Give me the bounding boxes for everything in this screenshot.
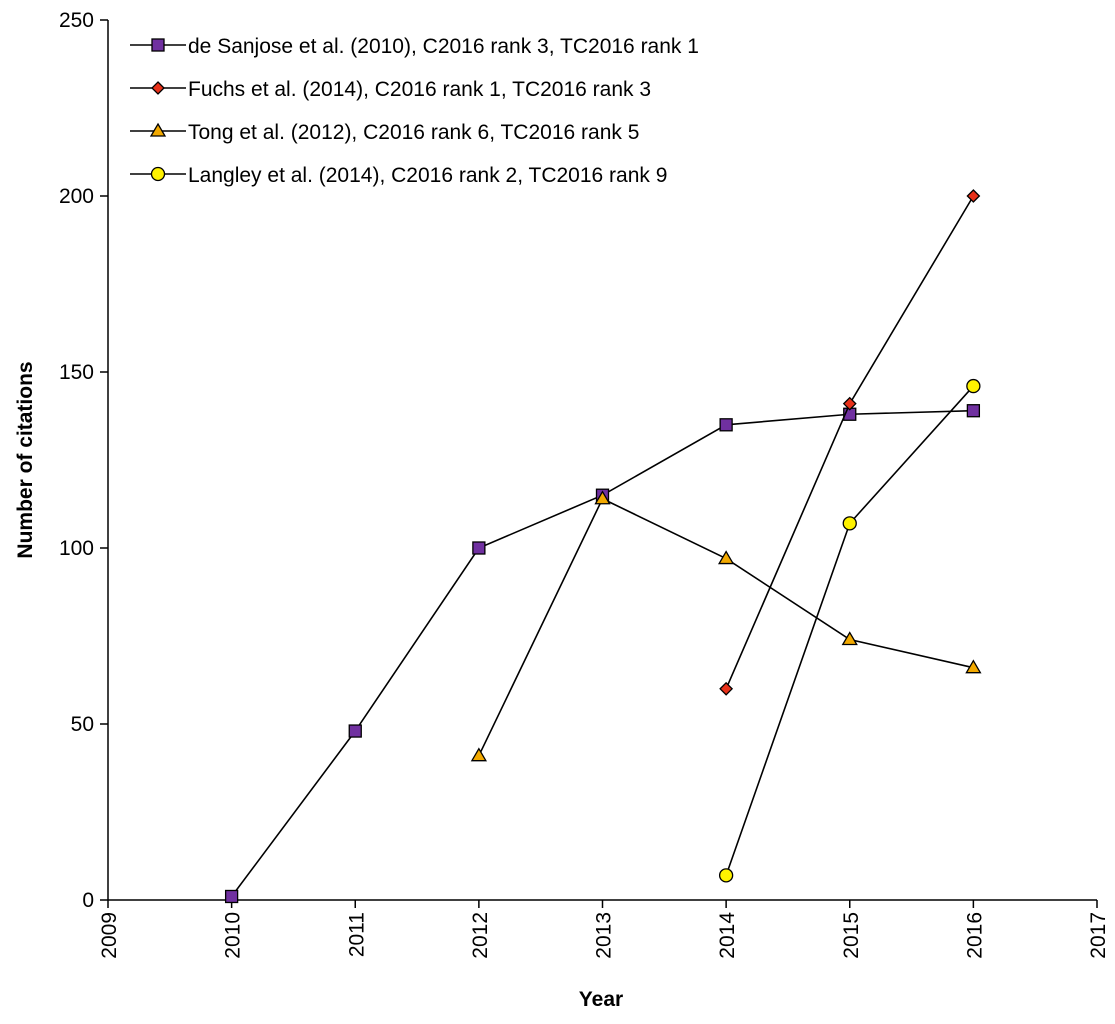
x-axis-title: Year xyxy=(579,988,623,1011)
legend-entry: Fuchs et al. (2014), C2016 rank 1, TC201… xyxy=(130,78,651,101)
data-point-triangle xyxy=(965,659,982,674)
x-tick-label: 2016 xyxy=(963,912,986,959)
data-point-square xyxy=(966,404,981,418)
series-square xyxy=(224,404,981,904)
legend-label: Langley et al. (2014), C2016 rank 2, TC2… xyxy=(188,164,667,187)
x-tick-label: 2017 xyxy=(1087,912,1110,959)
data-point-square xyxy=(472,541,486,555)
y-tick-label: 250 xyxy=(59,9,94,32)
x-tick-label: 2015 xyxy=(840,912,863,959)
y-tick-label: 50 xyxy=(71,713,94,736)
data-point-diamond xyxy=(842,396,857,411)
series-line xyxy=(478,497,974,757)
legend-marker-diamond xyxy=(151,81,165,95)
data-point-circle xyxy=(842,516,857,531)
legend-entry: Tong et al. (2012), C2016 rank 6, TC2016… xyxy=(130,121,639,144)
x-tick-label: 2010 xyxy=(222,912,245,959)
x-tick-label: 2012 xyxy=(469,912,492,959)
legend-marker-circle xyxy=(150,166,166,182)
data-point-diamond xyxy=(966,189,981,203)
legend-label: de Sanjose et al. (2010), C2016 rank 3, … xyxy=(188,35,699,58)
data-point-square xyxy=(348,724,362,738)
legend-label: Fuchs et al. (2014), C2016 rank 1, TC201… xyxy=(188,78,651,101)
x-tick-label: 2013 xyxy=(593,912,616,959)
y-tick-label: 100 xyxy=(59,537,94,560)
data-point-triangle xyxy=(470,747,488,762)
y-tick-label: 0 xyxy=(82,889,94,912)
data-point-triangle xyxy=(717,550,735,565)
data-point-diamond xyxy=(719,681,734,696)
data-point-square xyxy=(719,418,733,432)
data-point-circle xyxy=(718,868,734,883)
legend-marker-triangle xyxy=(149,122,167,137)
legend-label: Tong et al. (2012), C2016 rank 6, TC2016… xyxy=(188,121,639,144)
data-point-triangle xyxy=(841,631,858,646)
series-circle xyxy=(718,378,981,883)
x-tick-label: 2009 xyxy=(98,912,121,959)
data-point-circle xyxy=(966,378,981,394)
legend-entry: Langley et al. (2014), C2016 rank 2, TC2… xyxy=(130,164,667,187)
series-line xyxy=(230,409,974,897)
legend-entry: de Sanjose et al. (2010), C2016 rank 3, … xyxy=(130,35,699,58)
y-tick-label: 200 xyxy=(59,185,94,208)
y-axis-title: Number of citations xyxy=(14,361,37,558)
series-diamond xyxy=(719,189,981,696)
data-point-square xyxy=(224,889,239,904)
series-triangle xyxy=(470,490,982,762)
data-point-triangle xyxy=(594,490,611,505)
series-line xyxy=(725,195,975,690)
series-line xyxy=(725,385,974,876)
legend-marker-square xyxy=(151,38,165,52)
x-tick-label: 2011 xyxy=(345,912,368,957)
y-tick-label: 150 xyxy=(59,361,94,384)
x-tick-label: 2014 xyxy=(716,912,739,959)
